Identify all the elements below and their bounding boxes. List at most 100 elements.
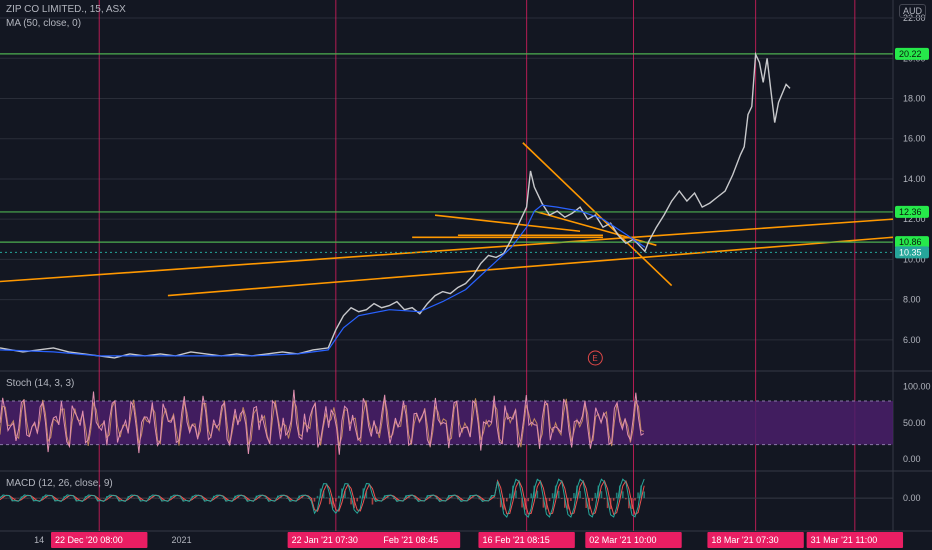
macd-histogram-bar	[435, 498, 438, 500]
macd-histogram-bar	[457, 498, 459, 500]
macd-histogram-bar	[493, 497, 496, 499]
macd-histogram-bar	[573, 493, 575, 499]
time-axis-label: 16 Feb '21 08:15	[482, 535, 549, 545]
macd-histogram-bar	[539, 498, 542, 499]
macd-histogram-bar	[258, 496, 261, 499]
macd-histogram-bar	[472, 497, 475, 499]
macd-histogram-bar	[557, 490, 560, 499]
trend-line	[167, 236, 894, 297]
last-price-label: 10.35	[899, 247, 922, 257]
macd-histogram-bar	[396, 498, 398, 501]
macd-histogram-bar	[634, 498, 636, 501]
macd-histogram-bar	[75, 498, 78, 502]
macd-histogram-bar	[414, 498, 417, 500]
macd-histogram-bar	[353, 498, 355, 509]
time-axis-label: 31 Mar '21 11:00	[811, 535, 878, 545]
macd-legend: MACD (12, 26, close, 9)	[6, 478, 113, 489]
macd-histogram-bar	[603, 498, 606, 500]
macd-histogram-bar	[417, 498, 420, 501]
macd-histogram-bar	[564, 498, 566, 508]
time-axis-label: 22 Jan '21 07:30	[292, 535, 358, 545]
time-axis-highlight	[806, 532, 904, 548]
stoch-tick-label: 50.00	[903, 418, 926, 428]
macd-histogram-bar	[386, 497, 389, 499]
macd-histogram-bar	[11, 498, 14, 502]
macd-line	[0, 478, 645, 519]
last-price-tag	[895, 246, 929, 259]
macd-histogram-bar	[267, 498, 270, 502]
level-price-label: 12.36	[899, 207, 922, 217]
macd-histogram-bar	[356, 498, 358, 502]
macd-histogram-bar	[429, 497, 432, 499]
time-axis-label: 02 Mar '21 10:00	[589, 535, 656, 545]
earnings-marker-label: E	[592, 354, 597, 363]
macd-histogram-bar	[481, 498, 484, 501]
macd-histogram-bar	[307, 498, 310, 499]
macd-histogram-bar	[331, 498, 334, 509]
macd-histogram-bar	[460, 498, 462, 501]
macd-histogram-bar	[628, 498, 630, 509]
macd-histogram-bar	[96, 498, 99, 502]
macd-histogram-bar	[264, 498, 267, 499]
level-price-label: 20.22	[899, 49, 922, 59]
macd-signal-line	[0, 479, 645, 516]
macd-histogram-bar	[606, 498, 609, 509]
trend-line	[534, 210, 657, 247]
macd-histogram-bar	[203, 498, 206, 502]
macd-histogram-bar	[322, 490, 325, 499]
macd-histogram-bar	[20, 496, 23, 499]
macd-histogram-bar	[161, 498, 163, 502]
macd-histogram-bar	[560, 498, 563, 499]
macd-histogram-bar	[527, 498, 529, 502]
macd-histogram-bar	[600, 491, 603, 499]
macd-histogram-bar	[32, 498, 35, 502]
level-price-tag	[895, 205, 929, 218]
time-axis-highlight	[379, 532, 461, 548]
macd-histogram-bar	[374, 498, 377, 501]
time-axis-highlight	[478, 532, 575, 548]
macd-histogram-bar	[612, 498, 615, 501]
macd-histogram-bar	[637, 492, 639, 499]
macd-histogram-bar	[509, 493, 511, 499]
macd-histogram-bar	[478, 498, 481, 500]
stoch-tick-label: 100.00	[903, 382, 931, 392]
y-tick-label: 22.00	[903, 13, 926, 23]
macd-histogram-bar	[371, 498, 374, 505]
macd-histogram-bar	[594, 492, 597, 499]
macd-histogram-bar	[499, 498, 502, 508]
macd-histogram-bar	[316, 495, 319, 499]
y-tick-label: 16.00	[903, 134, 926, 144]
trend-line	[522, 142, 673, 287]
stoch-legend: Stoch (14, 3, 3)	[6, 378, 75, 389]
macd-histogram-bar	[640, 485, 642, 499]
stoch-tick-label: 0.00	[903, 454, 921, 464]
macd-histogram-bar	[328, 498, 331, 505]
macd-histogram-bar	[548, 498, 551, 502]
currency-badge[interactable]: AUD	[898, 4, 926, 18]
price-series-line	[0, 51, 791, 359]
y-tick-label: 8.00	[903, 295, 921, 305]
macd-histogram-bar	[615, 492, 618, 499]
macd-histogram-bar	[359, 495, 362, 499]
time-axis-label: 2021	[172, 535, 192, 545]
macd-histogram-bar	[515, 490, 517, 499]
macd-histogram-bar	[280, 496, 282, 499]
macd-histogram-bar	[622, 491, 624, 499]
y-tick-label: 14.00	[903, 174, 926, 184]
macd-histogram-bar	[289, 498, 291, 502]
macd-histogram-bar	[518, 498, 520, 499]
macd-histogram-bar	[576, 485, 578, 499]
time-axis-label: Feb '21 08:45	[383, 535, 438, 545]
macd-histogram-bar	[505, 498, 508, 502]
macd-histogram-bar	[579, 491, 581, 499]
symbol-title: ZIP CO LIMITED., 15, ASX	[6, 4, 126, 15]
macd-histogram-bar	[521, 498, 523, 508]
macd-histogram-bar	[625, 498, 627, 500]
level-price-tag	[895, 236, 929, 249]
level-price-label: 10.86	[899, 237, 922, 247]
time-axis-highlight	[707, 532, 804, 548]
time-axis-label: 18 Mar '21 07:30	[711, 535, 778, 545]
macd-histogram-bar	[286, 498, 288, 499]
